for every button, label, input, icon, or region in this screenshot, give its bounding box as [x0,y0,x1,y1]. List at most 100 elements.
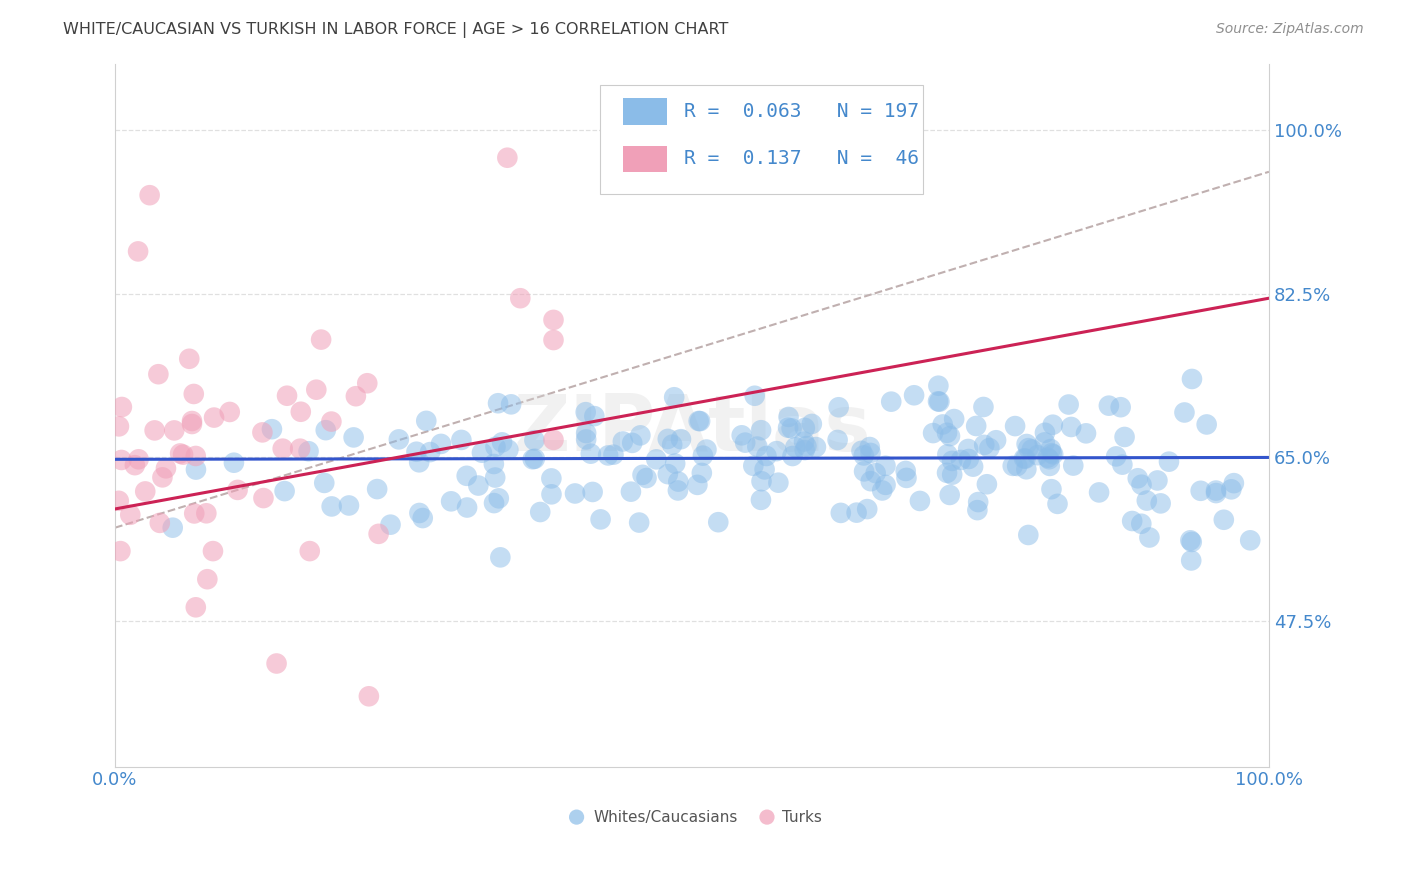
Point [827,401,849,415]
Point [1181,535,1204,549]
Point [252,491,274,505]
Point [1212,513,1234,527]
Point [298,544,321,558]
Point [419,445,441,459]
Point [936,447,959,461]
Point [957,452,980,467]
Point [195,572,218,586]
Point [496,151,519,165]
Point [778,409,800,424]
Point [1239,533,1261,548]
Point [749,423,772,437]
Point [297,444,319,458]
Point [598,449,620,463]
Point [731,428,754,442]
Point [856,502,879,516]
Point [575,405,598,419]
Point [1195,417,1218,432]
Point [612,434,634,449]
Point [742,458,765,473]
Point [1004,419,1026,434]
Point [467,478,489,492]
Point [184,600,207,615]
Point [620,484,643,499]
Point [686,478,709,492]
Point [830,506,852,520]
Point [488,491,510,506]
Point [540,487,562,501]
Point [1033,435,1056,450]
Point [972,400,994,414]
Point [575,433,598,447]
Point [851,443,873,458]
Point [183,387,205,401]
Point [793,434,815,449]
Point [1180,553,1202,567]
Point [408,455,430,469]
Point [1130,477,1153,491]
Point [1015,437,1038,451]
Point [936,466,959,480]
Point [749,492,772,507]
Point [415,414,437,428]
Point [747,440,769,454]
Point [859,440,882,454]
Point [793,421,815,435]
Point [110,544,132,558]
Point [589,512,612,526]
Point [163,424,186,438]
Point [575,425,598,440]
Point [1114,430,1136,444]
Point [456,500,478,515]
Point [949,453,972,467]
Point [1038,452,1060,467]
Point [540,471,562,485]
Point [388,433,411,447]
Point [894,464,917,478]
Point [343,430,366,444]
Point [108,419,131,434]
Point [484,440,506,454]
Point [852,449,875,463]
Point [1181,372,1204,386]
Point [896,471,918,485]
Point [664,457,686,471]
Point [271,442,294,456]
Point [778,420,800,434]
Text: ZIPAtlas: ZIPAtlas [513,392,870,467]
Point [689,414,711,428]
Point [405,444,427,458]
Point [1046,497,1069,511]
Point [367,526,389,541]
Point [1042,447,1064,461]
Point [222,456,245,470]
Point [875,458,897,473]
Point [1040,482,1063,496]
Point [1001,458,1024,473]
Point [800,417,823,431]
Point [152,470,174,484]
Point [870,483,893,498]
Point [754,462,776,476]
Point [922,426,945,441]
Point [927,394,949,409]
Point [645,452,668,467]
Point [1205,483,1227,498]
Point [628,516,651,530]
Point [1111,458,1133,472]
Point [967,495,990,509]
Point [734,435,756,450]
Point [785,440,807,454]
Point [664,390,686,404]
Point [529,505,551,519]
Point [366,482,388,496]
Point [489,550,512,565]
Point [962,459,984,474]
Point [143,424,166,438]
Point [581,485,603,500]
Point [979,441,1001,455]
Point [1017,528,1039,542]
Point [181,414,204,428]
Point [793,443,815,458]
Point [440,494,463,508]
